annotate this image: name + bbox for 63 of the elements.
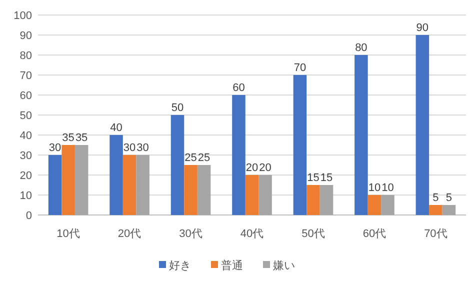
bar — [136, 155, 150, 215]
data-label: 80 — [355, 42, 368, 54]
data-label: 70 — [294, 62, 306, 74]
legend-label: 普通 — [221, 259, 243, 272]
bar — [368, 195, 382, 215]
data-label: 20 — [246, 162, 258, 174]
bar — [48, 155, 62, 215]
legend-label: 好き — [169, 260, 191, 272]
data-label: 35 — [62, 132, 74, 144]
x-tick-label: 70代 — [424, 228, 448, 240]
y-tick-label: 90 — [20, 30, 32, 42]
legend-label: 嫌い — [273, 260, 295, 272]
y-tick-label: 80 — [20, 50, 32, 62]
y-tick-label: 100 — [14, 10, 32, 22]
bar — [232, 95, 246, 215]
data-label: 35 — [75, 132, 88, 144]
bar — [416, 35, 430, 215]
x-tick-label: 40代 — [240, 228, 264, 240]
x-tick-label: 30代 — [179, 228, 202, 240]
bar — [62, 145, 75, 215]
bar — [74, 145, 88, 215]
bar — [170, 115, 184, 215]
data-label: 5 — [432, 192, 439, 204]
bar — [293, 75, 307, 215]
bar — [122, 155, 136, 215]
bar — [306, 185, 320, 215]
data-label: 15 — [320, 172, 333, 184]
bar — [197, 165, 211, 215]
x-tick-label: 60代 — [362, 228, 386, 240]
bar — [381, 195, 394, 215]
y-tick-label: 10 — [20, 190, 32, 202]
y-tick-label: 40 — [20, 130, 32, 142]
bar — [110, 135, 123, 215]
data-label: 25 — [184, 152, 197, 164]
bar — [184, 165, 198, 215]
bar — [354, 55, 368, 215]
data-label: 15 — [307, 172, 320, 184]
data-label: 25 — [198, 152, 210, 164]
data-label: 60 — [232, 82, 245, 94]
bar — [245, 175, 259, 215]
data-label: 5 — [446, 192, 452, 204]
data-label: 10 — [368, 182, 381, 194]
data-label: 30 — [48, 142, 62, 154]
data-label: 20 — [259, 162, 272, 174]
data-label: 90 — [416, 22, 429, 34]
bar — [258, 175, 272, 215]
y-tick-label: 0 — [26, 210, 32, 222]
x-tick-label: 50代 — [302, 228, 325, 240]
bar — [429, 205, 442, 215]
y-tick-label: 50 — [20, 110, 32, 122]
y-tick-label: 70 — [20, 70, 32, 82]
y-tick-label: 20 — [20, 170, 32, 182]
x-tick-label: 20代 — [118, 228, 142, 240]
data-label: 30 — [123, 142, 136, 154]
data-label: 10 — [382, 182, 394, 194]
bar — [442, 205, 456, 215]
data-label: 50 — [171, 102, 184, 114]
y-tick-label: 60 — [20, 90, 32, 102]
data-label: 30 — [136, 142, 149, 154]
data-label: 40 — [110, 122, 122, 134]
bar — [320, 185, 334, 215]
x-tick-label: 10代 — [56, 228, 80, 240]
y-tick-label: 30 — [20, 150, 32, 162]
